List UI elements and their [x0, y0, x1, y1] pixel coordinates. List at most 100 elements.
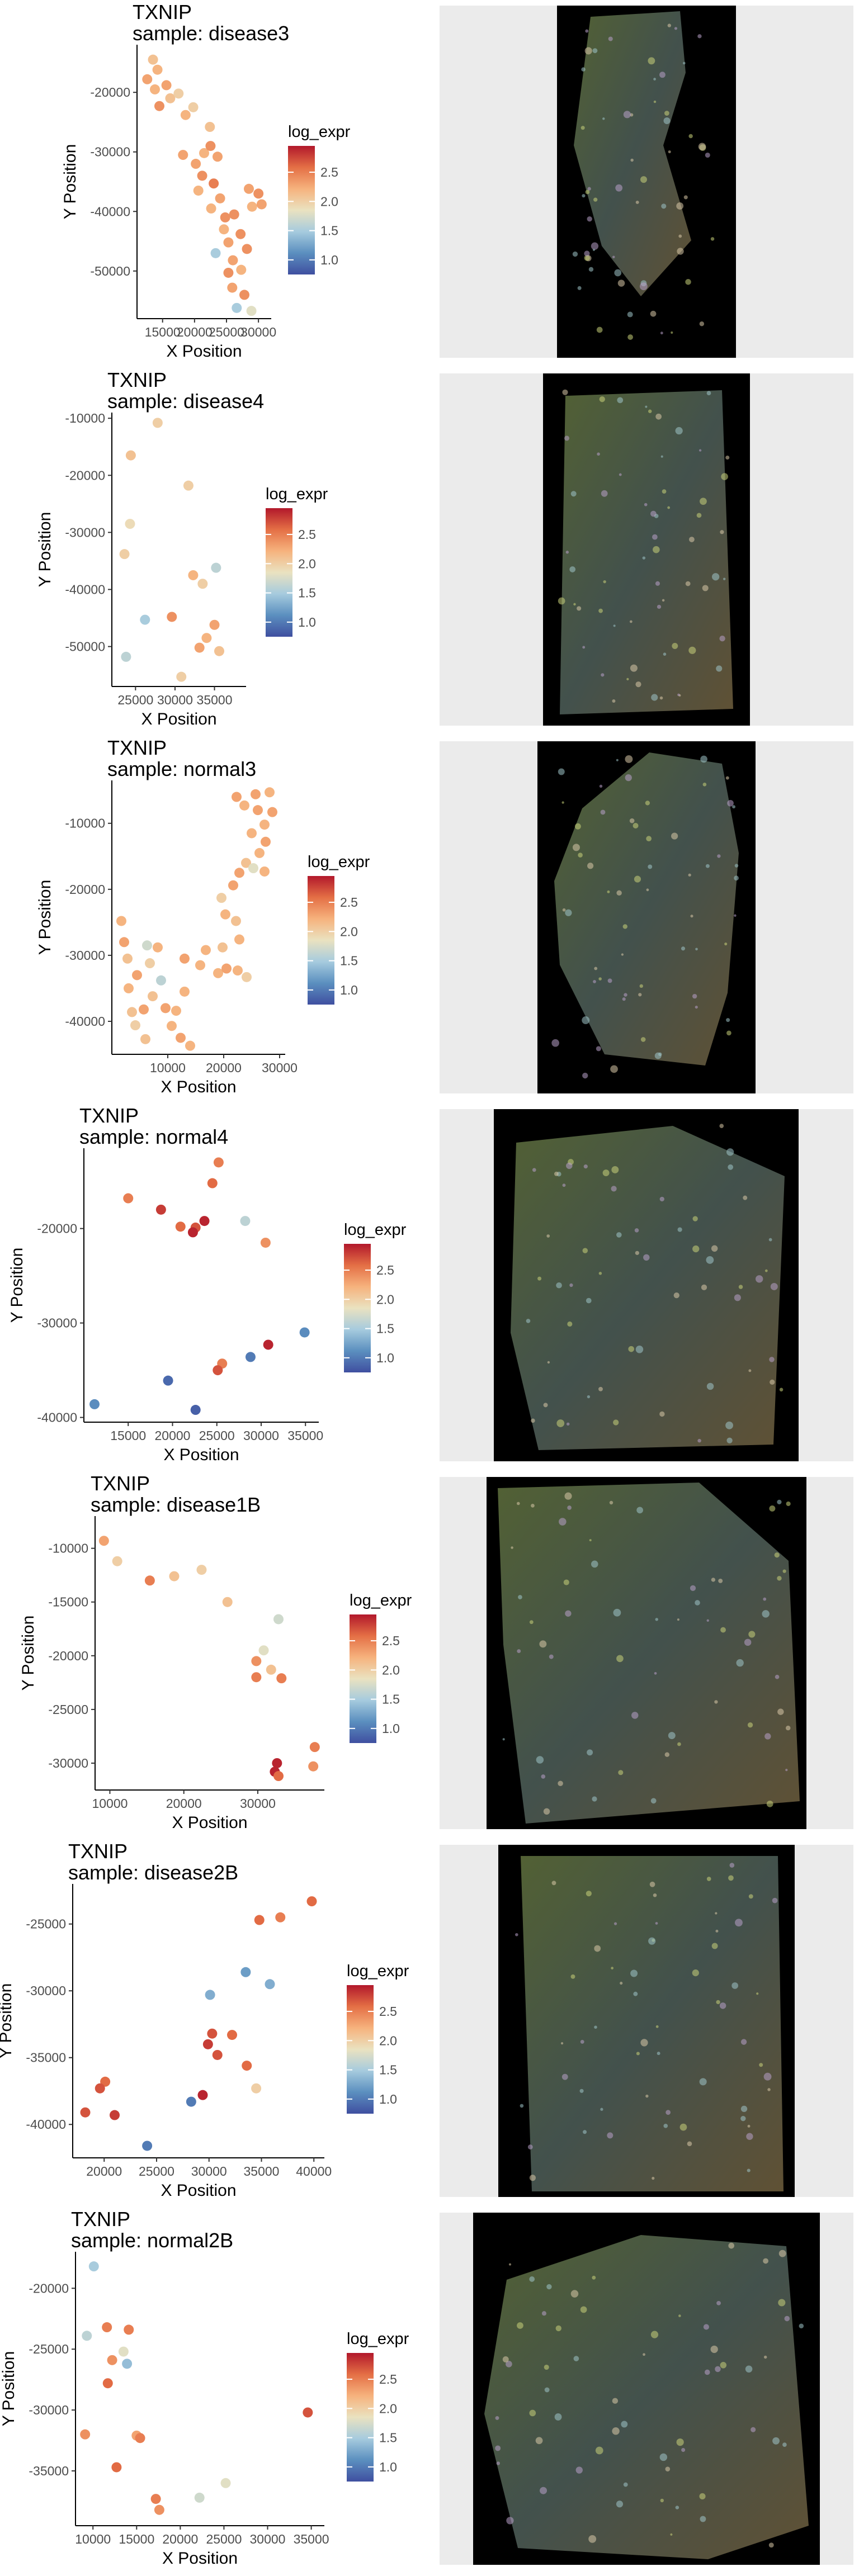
data-point [145, 958, 155, 969]
data-point [176, 1033, 186, 1043]
x-tick-label: 35000 [287, 1428, 323, 1443]
data-point [80, 2429, 91, 2440]
legend-tick-label: 2.5 [382, 1633, 400, 1648]
data-point [197, 579, 208, 589]
x-tick-label: 30000 [250, 2532, 286, 2546]
y-axis-title: Y Position [0, 2351, 18, 2427]
legend-tick-label: 2.0 [379, 2033, 397, 2048]
data-point [201, 945, 211, 955]
x-tick-label: 35000 [197, 693, 233, 707]
data-point [88, 2261, 99, 2272]
data-point [254, 847, 265, 858]
y-tick-label: -20000 [37, 1221, 77, 1236]
x-tick-label: 40000 [296, 2164, 332, 2179]
data-point [95, 2083, 105, 2094]
y-tick-label: -25000 [26, 1917, 66, 1931]
y-tick-label: -30000 [29, 2403, 69, 2417]
data-point [251, 1656, 262, 1666]
legend-colorbar [344, 1244, 371, 1372]
legend-tick-label: 2.0 [320, 194, 338, 209]
data-point [245, 1352, 256, 1362]
data-point [227, 282, 238, 293]
x-tick-label: 10000 [92, 1796, 128, 1811]
data-point [259, 820, 270, 830]
legend-tick-label: 1.5 [379, 2063, 397, 2077]
data-point [232, 302, 242, 313]
data-point [193, 185, 204, 196]
data-point [89, 1399, 100, 1409]
data-point [125, 450, 136, 461]
tissue-section [511, 1126, 785, 1450]
x-tick-label: 20000 [86, 2164, 122, 2179]
plot-subtitle: sample: disease1B [91, 1493, 261, 1516]
data-point [258, 1645, 269, 1656]
data-point [246, 306, 257, 316]
y-tick-label: -30000 [48, 1756, 88, 1770]
data-point [102, 2378, 113, 2389]
data-point [303, 2407, 313, 2418]
data-point [185, 1040, 195, 1051]
data-point [122, 2359, 133, 2369]
data-point [247, 828, 257, 839]
data-point [251, 1672, 262, 1683]
y-tick-label: -35000 [26, 2051, 66, 2065]
x-axis-title: X Position [162, 2549, 238, 2568]
legend-tick-label: 1.5 [320, 224, 338, 238]
data-point [173, 88, 184, 99]
data-point [205, 1990, 215, 2000]
data-point [265, 787, 275, 798]
data-point [82, 2331, 92, 2341]
tissue-thumbnail [440, 1845, 853, 2197]
plot-title: TXNIP [71, 2208, 130, 2231]
data-point [235, 229, 246, 239]
tissue-slide-image [537, 741, 756, 1093]
data-point [161, 80, 172, 91]
data-point [209, 619, 220, 630]
legend-colorbar [350, 1614, 376, 1743]
data-point [247, 201, 257, 212]
data-point [163, 1375, 173, 1386]
data-point [130, 1020, 140, 1031]
x-tick-label: 20000 [206, 1060, 242, 1075]
plot-title: TXNIP [133, 1, 192, 23]
y-axis-title: Y Position [19, 1616, 37, 1691]
legend-colorbar [266, 508, 292, 637]
data-point [233, 965, 243, 976]
tissue-slide-image [494, 1109, 799, 1461]
data-point [213, 1157, 224, 1168]
data-point [161, 1003, 171, 1014]
x-tick-label: 30000 [157, 693, 193, 707]
data-point [273, 1771, 284, 1782]
data-point [186, 2096, 196, 2107]
data-point [180, 986, 190, 997]
panel-disease4: TXNIP sample: disease4 25000 30000 35000 -500… [0, 368, 859, 736]
data-point [242, 244, 252, 254]
data-point [209, 178, 219, 189]
data-point [254, 1915, 265, 1925]
x-tick-label: 25000 [139, 2164, 174, 2179]
data-point [227, 2030, 237, 2040]
data-point [194, 642, 205, 653]
data-point [220, 909, 230, 920]
data-point [223, 267, 234, 278]
legend-tick-label: 2.5 [379, 2004, 397, 2019]
y-tick-label: -10000 [65, 411, 105, 425]
legend-tick-label: 2.5 [340, 895, 358, 910]
data-point [121, 651, 131, 662]
x-tick-label: 15000 [119, 2532, 154, 2546]
data-point [308, 1761, 319, 1772]
data-point [180, 953, 190, 964]
data-point [242, 2061, 252, 2071]
data-point [273, 1614, 284, 1625]
legend-tick-label: 2.5 [379, 2372, 397, 2386]
data-point [190, 1405, 201, 1415]
tissue-section [498, 1483, 800, 1824]
legend-tick-label: 2.0 [379, 2401, 397, 2416]
legend-tick-label: 1.5 [298, 586, 316, 600]
data-point [267, 807, 277, 817]
plot-subtitle: sample: disease4 [107, 390, 264, 413]
legend-colorbar [347, 1985, 374, 2114]
data-point [199, 148, 209, 158]
